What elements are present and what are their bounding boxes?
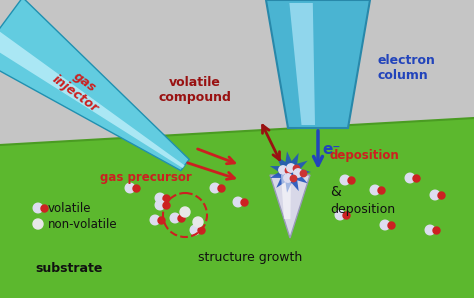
- Circle shape: [343, 212, 350, 219]
- Polygon shape: [270, 175, 310, 238]
- Circle shape: [294, 169, 302, 177]
- Circle shape: [180, 207, 190, 217]
- Circle shape: [405, 173, 415, 183]
- Circle shape: [190, 225, 200, 235]
- Circle shape: [178, 215, 185, 222]
- Circle shape: [413, 175, 420, 182]
- Circle shape: [380, 220, 390, 230]
- Circle shape: [430, 190, 440, 200]
- Polygon shape: [270, 151, 311, 193]
- Circle shape: [340, 175, 350, 185]
- Polygon shape: [266, 0, 370, 128]
- Circle shape: [41, 205, 48, 212]
- Circle shape: [155, 193, 165, 203]
- Text: volatile: volatile: [48, 201, 91, 215]
- Text: volatile
compound: volatile compound: [159, 76, 231, 104]
- Circle shape: [150, 215, 160, 225]
- Circle shape: [233, 197, 243, 207]
- Circle shape: [388, 222, 395, 229]
- Text: gas precursor: gas precursor: [100, 170, 192, 184]
- Text: substrate: substrate: [35, 262, 102, 274]
- Circle shape: [284, 174, 292, 182]
- Circle shape: [33, 203, 43, 213]
- Circle shape: [285, 167, 292, 174]
- Polygon shape: [281, 175, 291, 219]
- Circle shape: [241, 199, 248, 206]
- Circle shape: [433, 227, 440, 234]
- Circle shape: [163, 202, 170, 209]
- Text: &: &: [330, 185, 341, 199]
- Text: structure growth: structure growth: [198, 252, 302, 265]
- Circle shape: [348, 177, 355, 184]
- Circle shape: [370, 185, 380, 195]
- Circle shape: [133, 185, 140, 192]
- Text: deposition: deposition: [330, 148, 400, 162]
- Circle shape: [33, 219, 43, 229]
- Circle shape: [293, 165, 300, 172]
- Circle shape: [425, 225, 435, 235]
- Text: e⁻: e⁻: [322, 142, 340, 158]
- Text: non-volatile: non-volatile: [48, 218, 118, 230]
- Circle shape: [279, 166, 287, 174]
- Circle shape: [170, 213, 180, 223]
- Circle shape: [301, 170, 307, 177]
- Circle shape: [438, 192, 445, 199]
- Circle shape: [163, 195, 170, 202]
- Circle shape: [198, 227, 205, 234]
- Polygon shape: [0, 0, 189, 171]
- Polygon shape: [290, 3, 315, 125]
- Circle shape: [335, 210, 345, 220]
- Circle shape: [155, 200, 165, 210]
- Circle shape: [125, 183, 135, 193]
- Text: gas
injector: gas injector: [50, 61, 110, 115]
- Text: electron
column: electron column: [378, 54, 436, 82]
- Circle shape: [210, 183, 220, 193]
- Polygon shape: [0, 30, 185, 168]
- Polygon shape: [0, 118, 474, 298]
- Circle shape: [290, 175, 297, 182]
- Circle shape: [218, 185, 225, 192]
- Circle shape: [158, 217, 165, 224]
- Circle shape: [287, 164, 295, 172]
- Circle shape: [193, 217, 203, 227]
- Circle shape: [378, 187, 385, 194]
- Text: deposition: deposition: [330, 204, 395, 217]
